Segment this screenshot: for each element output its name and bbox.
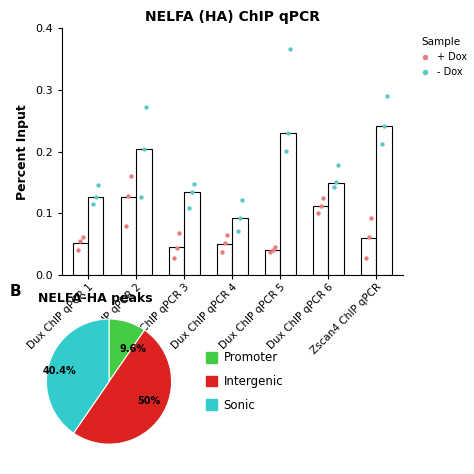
Point <box>335 162 342 169</box>
Point <box>74 246 82 254</box>
Text: 40.4%: 40.4% <box>42 366 76 376</box>
Text: 9.6%: 9.6% <box>119 344 146 354</box>
Point <box>363 254 370 262</box>
Point <box>317 202 325 210</box>
Text: 50%: 50% <box>137 396 161 406</box>
Point <box>191 180 198 188</box>
Point <box>175 229 182 237</box>
Point <box>238 196 246 203</box>
Point <box>79 233 87 240</box>
Point <box>234 227 241 234</box>
Legend: Promoter, Intergenic, Sonic: Promoter, Intergenic, Sonic <box>201 346 288 417</box>
Bar <box>169 247 184 275</box>
Point <box>332 179 340 186</box>
Point <box>284 129 292 137</box>
Legend: + Dox, - Dox: + Dox, - Dox <box>411 33 472 81</box>
Bar <box>376 126 392 275</box>
Point <box>266 248 274 255</box>
Point <box>90 201 97 208</box>
Bar <box>361 238 376 275</box>
Point <box>140 145 147 153</box>
Bar <box>73 244 88 275</box>
Title: NELFA (HA) ChIP qPCR: NELFA (HA) ChIP qPCR <box>145 10 320 25</box>
Y-axis label: Percent Input: Percent Input <box>16 104 29 200</box>
Point <box>186 205 193 212</box>
Point <box>365 233 373 240</box>
Point <box>378 140 385 147</box>
Point <box>330 183 337 191</box>
Bar <box>313 206 328 275</box>
Point <box>269 246 276 254</box>
Point <box>173 245 180 252</box>
Bar <box>328 183 344 275</box>
Point <box>92 193 100 201</box>
Point <box>170 254 178 262</box>
Wedge shape <box>73 330 172 444</box>
Point <box>319 194 327 202</box>
Point <box>380 122 388 129</box>
Point <box>223 231 231 239</box>
Point <box>383 92 391 100</box>
Point <box>221 239 228 246</box>
Wedge shape <box>109 319 145 382</box>
Point <box>94 181 102 189</box>
Point <box>77 237 84 245</box>
Bar <box>88 197 103 275</box>
Bar <box>217 244 232 275</box>
Point <box>367 214 375 222</box>
Point <box>315 210 322 217</box>
Point <box>188 189 196 196</box>
Point <box>287 45 294 53</box>
Bar <box>280 133 296 275</box>
Wedge shape <box>46 319 109 433</box>
Bar <box>121 197 136 275</box>
Point <box>122 222 130 229</box>
Point <box>219 248 226 255</box>
Point <box>125 192 132 200</box>
Point <box>142 103 150 111</box>
Point <box>127 173 135 180</box>
Bar <box>265 250 280 275</box>
Text: B: B <box>9 284 21 300</box>
Bar <box>184 192 200 275</box>
Point <box>236 214 244 222</box>
Bar <box>232 218 247 275</box>
Text: NELFA-HA peaks: NELFA-HA peaks <box>38 292 153 304</box>
Point <box>282 147 290 155</box>
Bar <box>136 149 152 275</box>
Point <box>271 243 279 250</box>
Point <box>137 193 145 201</box>
